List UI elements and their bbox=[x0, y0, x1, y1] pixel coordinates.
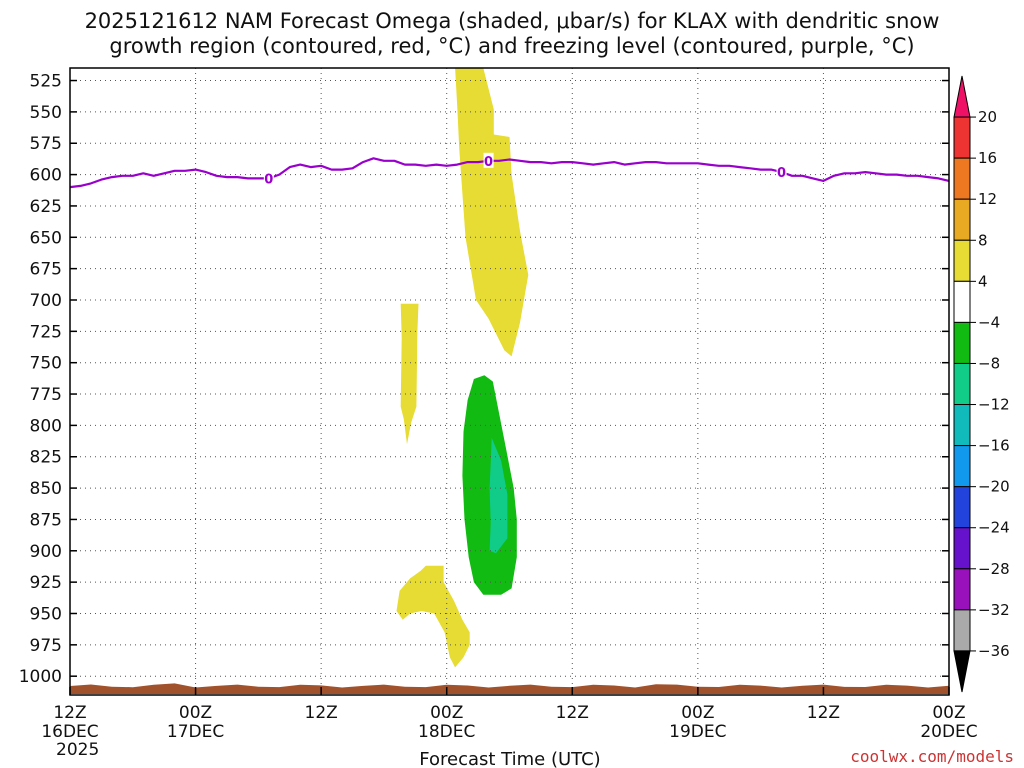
colorbar-label-9: −20 bbox=[978, 478, 1010, 496]
x-tick-date-5: 19DEC bbox=[669, 722, 726, 742]
x-tick-time-4: 12Z bbox=[556, 703, 589, 723]
y-tick-label-700: 700 bbox=[30, 291, 62, 311]
colorbar-segment-14 bbox=[953, 650, 971, 693]
omega-region-4 bbox=[489, 437, 508, 554]
freezing-label-bg-1 bbox=[483, 152, 494, 168]
x-tick-date-3: 18DEC bbox=[418, 722, 475, 742]
colorbar-label-4: 4 bbox=[978, 272, 988, 290]
freezing-level-label-2: 0 bbox=[777, 166, 786, 181]
x-tick-date-1: 17DEC bbox=[167, 722, 224, 742]
x-tick-date-7: 20DEC bbox=[920, 722, 977, 742]
colorbar-label-10: −24 bbox=[978, 519, 1010, 537]
x-tick-year-0: 2025 bbox=[56, 740, 99, 760]
colorbar-label-11: −28 bbox=[978, 560, 1010, 578]
y-tick-label-925: 925 bbox=[30, 573, 62, 593]
colorbar-label-5: −4 bbox=[978, 313, 1000, 331]
credit-text[interactable]: coolwx.com/models bbox=[850, 747, 1014, 766]
colorbar-segment-6 bbox=[953, 321, 971, 364]
freezing-label-bg-2 bbox=[776, 164, 787, 180]
colorbar-segment-5 bbox=[953, 280, 971, 323]
colorbar-segment-1 bbox=[953, 116, 971, 159]
y-tick-label-525: 525 bbox=[30, 72, 62, 92]
colorbar-segment-7 bbox=[953, 362, 971, 406]
colorbar-label-1: 16 bbox=[978, 149, 997, 167]
y-tick-label-600: 600 bbox=[30, 166, 62, 186]
colorbar-segment-4 bbox=[953, 239, 971, 282]
omega-region-2 bbox=[396, 565, 470, 668]
colorbar-segment-8 bbox=[953, 404, 971, 447]
y-tick-label-800: 800 bbox=[30, 416, 62, 436]
y-tick-label-875: 875 bbox=[30, 510, 62, 530]
x-tick-time-3: 00Z bbox=[430, 703, 463, 723]
x-tick-time-0: 12Z bbox=[53, 703, 86, 723]
y-tick-label-1000: 1000 bbox=[19, 667, 62, 687]
y-tick-label-575: 575 bbox=[30, 134, 62, 154]
chart-title-line1: 2025121612 NAM Forecast Omega (shaded, μ… bbox=[85, 9, 940, 33]
colorbar-segment-13 bbox=[953, 609, 971, 652]
x-tick-time-1: 00Z bbox=[179, 703, 212, 723]
colorbar-label-6: −8 bbox=[978, 354, 1000, 372]
y-tick-label-725: 725 bbox=[30, 322, 62, 342]
colorbar-segment-3 bbox=[953, 198, 971, 241]
y-tick-label-975: 975 bbox=[30, 636, 62, 656]
y-tick-label-550: 550 bbox=[30, 103, 62, 123]
colorbar-segment-11 bbox=[953, 527, 971, 570]
x-tick-time-5: 00Z bbox=[681, 703, 714, 723]
colorbar-segment-10 bbox=[953, 486, 971, 529]
colorbar-label-13: −36 bbox=[978, 642, 1010, 660]
y-axis: 525 550 575 600 625 650 675 700 725 750 775 800 825 8… bbox=[19, 72, 949, 687]
x-tick-time-6: 12Z bbox=[807, 703, 840, 723]
colorbar-label-0: 20 bbox=[978, 108, 997, 126]
colorbar-label-2: 12 bbox=[978, 190, 997, 208]
colorbar-label-12: −32 bbox=[978, 601, 1010, 619]
colorbar-label-8: −16 bbox=[978, 437, 1010, 455]
colorbar-label-3: 8 bbox=[978, 231, 988, 249]
omega-shading bbox=[396, 68, 529, 668]
omega-region-1 bbox=[400, 303, 419, 445]
y-tick-label-850: 850 bbox=[30, 479, 62, 499]
x-axis-label: Forecast Time (UTC) bbox=[419, 749, 600, 768]
freezing-level-label-1: 0 bbox=[484, 155, 493, 170]
x-tick-time-7: 00Z bbox=[932, 703, 965, 723]
colorbar-segment-0 bbox=[953, 75, 971, 118]
chart-title-line2: growth region (contoured, red, °C) and f… bbox=[109, 34, 914, 58]
y-tick-label-900: 900 bbox=[30, 542, 62, 562]
freezing-label-bg-0 bbox=[263, 170, 274, 186]
colorbar-segment-2 bbox=[953, 157, 971, 200]
freezing-level-line bbox=[69, 157, 950, 189]
freezing-level-label-0: 0 bbox=[264, 172, 273, 187]
y-tick-label-675: 675 bbox=[30, 260, 62, 280]
plot-frame bbox=[69, 67, 950, 696]
y-tick-label-625: 625 bbox=[30, 197, 62, 217]
y-tick-label-950: 950 bbox=[30, 604, 62, 624]
colorbar: 20 16 12 8 4 −4 −8 −12 −16 −20 −24 −28 −32 −36 bbox=[953, 75, 1010, 693]
y-tick-label-650: 650 bbox=[30, 228, 62, 248]
chart-title: 2025121612 NAM Forecast Omega (shaded, μ… bbox=[85, 9, 940, 58]
colorbar-label-7: −12 bbox=[978, 396, 1010, 414]
omega-region-0 bbox=[455, 68, 529, 357]
y-tick-label-775: 775 bbox=[30, 385, 62, 405]
y-tick-label-750: 750 bbox=[30, 354, 62, 374]
surface-fill bbox=[70, 683, 949, 694]
colorbar-segment-9 bbox=[953, 445, 971, 488]
y-tick-label-825: 825 bbox=[30, 448, 62, 468]
x-tick-date-0: 16DEC bbox=[41, 722, 98, 742]
surface-terrain bbox=[70, 683, 949, 694]
freezing-level-contour: 0 0 0 bbox=[69, 152, 950, 189]
colorbar-segment-12 bbox=[953, 568, 971, 611]
x-tick-time-2: 12Z bbox=[305, 703, 338, 723]
